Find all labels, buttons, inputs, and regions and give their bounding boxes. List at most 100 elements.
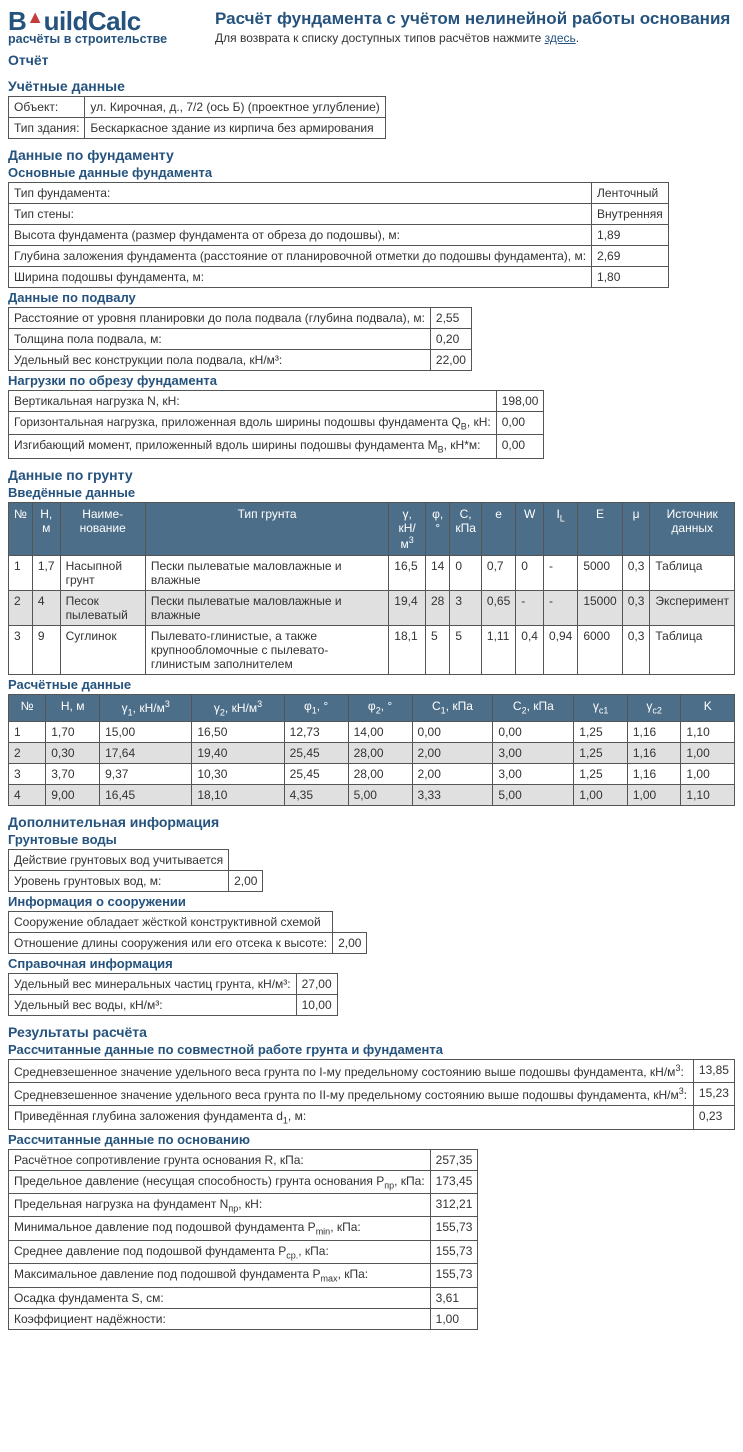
cell: 16,50 <box>192 722 284 743</box>
cell-value: 257,35 <box>430 1149 478 1170</box>
cell: Пески пылеватые маловлажные и влажные <box>145 555 388 590</box>
cell: 28,00 <box>348 743 412 764</box>
col-header: C,кПа <box>450 502 482 555</box>
cell: 0,00 <box>493 722 574 743</box>
cell-value: 0,00 <box>496 435 544 458</box>
logo: B▲uildCalc расчёты в строительстве <box>8 8 203 46</box>
cell-value: 155,73 <box>430 1217 478 1240</box>
table-row: Изгибающий момент, приложенный вдоль шир… <box>9 435 544 458</box>
cell-value: ул. Кирочная, д., 7/2 (ось Б) (проектное… <box>85 97 385 118</box>
roof-icon: ▲ <box>26 7 43 27</box>
table-results-joint: Средневзешенное значение удельного веса … <box>8 1059 735 1129</box>
cell: 1,11 <box>481 625 515 674</box>
table-row: Сооружение обладает жёсткой конструктивн… <box>9 912 367 933</box>
table-row: Горизонтальная нагрузка, приложенная вдо… <box>9 412 544 435</box>
subsection-results-base: Рассчитанные данные по основанию <box>8 1132 735 1147</box>
cell-label: Осадка фундамента S, см: <box>9 1287 431 1308</box>
cell-label: Глубина заложения фундамента (расстояние… <box>9 246 592 267</box>
col-header: Тип грунта <box>145 502 388 555</box>
cell: 1,00 <box>681 764 735 785</box>
cell: 5000 <box>578 555 622 590</box>
cell: 9 <box>32 625 60 674</box>
cell-label: Тип здания: <box>9 118 85 139</box>
cell-label: Средневзешенное значение удельного веса … <box>9 1083 694 1106</box>
cell-value: 3,61 <box>430 1287 478 1308</box>
cell: 5 <box>450 625 482 674</box>
col-header: γc1 <box>574 694 628 721</box>
cell: 1,00 <box>681 743 735 764</box>
table-row: Ширина подошвы фундамента, м:1,80 <box>9 267 669 288</box>
table-results-base: Расчётное сопротивление грунта основания… <box>8 1149 478 1330</box>
subsection-foundation-main: Основные данные фундамента <box>8 165 735 180</box>
cell: 1,16 <box>627 743 681 764</box>
cell: 1,7 <box>32 555 60 590</box>
cell-value: 1,80 <box>592 267 669 288</box>
cell-label: Предельная нагрузка на фундамент Nпр, кН… <box>9 1193 431 1216</box>
cell-value: 0,23 <box>693 1106 734 1129</box>
col-header: № <box>9 502 33 555</box>
table-row: Тип здания: Бескаркасное здание из кирпи… <box>9 118 386 139</box>
table-row: Тип стены:Внутренняя <box>9 204 669 225</box>
cell: 9,00 <box>46 785 100 806</box>
cell: 0 <box>450 555 482 590</box>
cell-label: Удельный вес конструкции пола подвала, к… <box>9 350 431 371</box>
cell-label: Горизонтальная нагрузка, приложенная вдо… <box>9 412 497 435</box>
cell: 0,3 <box>622 625 650 674</box>
cell: 28,00 <box>348 764 412 785</box>
title-block: Расчёт фундамента с учётом нелинейной ра… <box>215 8 735 45</box>
section-soil: Данные по грунту <box>8 467 735 483</box>
cell-value: 155,73 <box>430 1240 478 1263</box>
cell: 2 <box>9 743 46 764</box>
cell: 4 <box>32 590 60 625</box>
cell-label: Сооружение обладает жёсткой конструктивн… <box>9 912 333 933</box>
cell: 5 <box>425 625 449 674</box>
cell: 1,00 <box>574 785 628 806</box>
table-row: 49,0016,4518,104,355,003,335,001,001,001… <box>9 785 735 806</box>
cell: 0,65 <box>481 590 515 625</box>
cell: 3,00 <box>493 743 574 764</box>
cell-value: 0,00 <box>496 412 544 435</box>
table-row: Действие грунтовых вод учитывается <box>9 850 263 871</box>
table-header-row: №H, мγ1, кН/м3γ2, кН/м3φ1, °φ2, °C1, кПа… <box>9 694 735 721</box>
cell-label: Среднее давление под подошвой фундамента… <box>9 1240 431 1263</box>
cell: 19,4 <box>389 590 426 625</box>
cell-value: 155,73 <box>430 1264 478 1287</box>
cell: 28 <box>425 590 449 625</box>
col-header: γ,кН/м3 <box>389 502 426 555</box>
cell-value: 2,00 <box>333 933 367 954</box>
cell: 1,10 <box>681 722 735 743</box>
subsection-loads: Нагрузки по обрезу фундамента <box>8 373 735 388</box>
cell: 25,45 <box>284 743 348 764</box>
cell: 0,00 <box>412 722 493 743</box>
table-header-row: №H,мНаиме-нованиеТип грунтаγ,кН/м3φ,°C,к… <box>9 502 735 555</box>
cell-value: 0,20 <box>430 329 471 350</box>
table-row: Предельная нагрузка на фундамент Nпр, кН… <box>9 1193 478 1216</box>
cell-label: Действие грунтовых вод учитывается <box>9 850 229 871</box>
cell: 15,00 <box>100 722 192 743</box>
cell-value: 15,23 <box>693 1083 734 1106</box>
subsection-groundwater: Грунтовые воды <box>8 832 735 847</box>
cell: 1,16 <box>627 722 681 743</box>
cell: 3 <box>9 764 46 785</box>
page-title: Расчёт фундамента с учётом нелинейной ра… <box>215 8 735 29</box>
subsection-soil-input: Введённые данные <box>8 485 735 500</box>
cell-value: 1,89 <box>592 225 669 246</box>
table-row: Среднее давление под подошвой фундамента… <box>9 1240 478 1263</box>
cell: 19,40 <box>192 743 284 764</box>
cell: 1,25 <box>574 764 628 785</box>
cell: 2,00 <box>412 743 493 764</box>
section-additional: Дополнительная информация <box>8 814 735 830</box>
cell: Эксперимент <box>650 590 735 625</box>
cell: - <box>543 590 577 625</box>
cell: 3,70 <box>46 764 100 785</box>
col-header: γ2, кН/м3 <box>192 694 284 721</box>
table-row: Вертикальная нагрузка N, кН:198,00 <box>9 391 544 412</box>
subsection-basement: Данные по подвалу <box>8 290 735 305</box>
logo-tagline: расчёты в строительстве <box>8 32 203 46</box>
cell: Насыпной грунт <box>60 555 145 590</box>
table-row: Удельный вес воды, кН/м³:10,00 <box>9 995 338 1016</box>
cell: 1,10 <box>681 785 735 806</box>
return-link[interactable]: здесь <box>545 31 576 45</box>
cell-value: 2,00 <box>229 871 263 892</box>
subsection-reference: Справочная информация <box>8 956 735 971</box>
